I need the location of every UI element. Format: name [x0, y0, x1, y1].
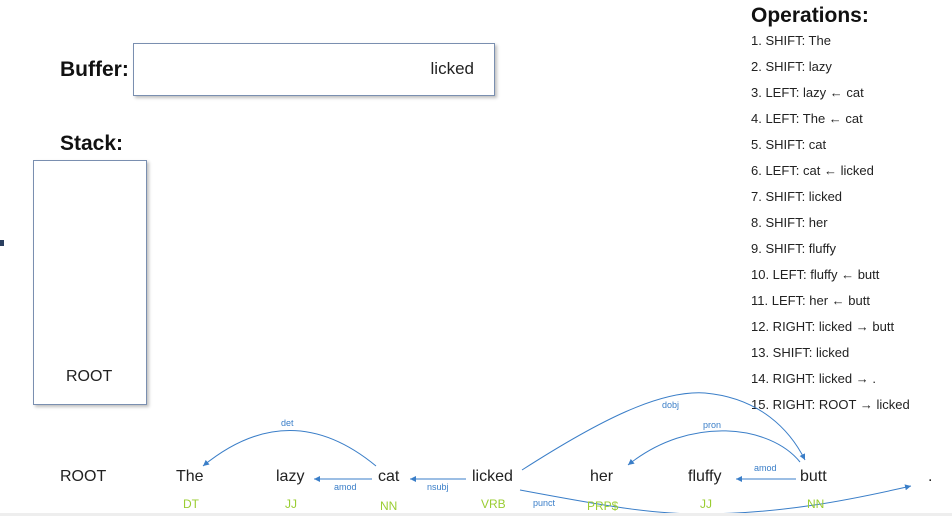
buffer-label: Buffer: — [60, 58, 129, 81]
word-period: . — [928, 468, 933, 485]
tag-licked: VRB — [481, 497, 506, 511]
tag-cat: NN — [380, 499, 398, 513]
arc-label-amod-cat: amod — [334, 482, 357, 492]
arc-pron — [627, 430, 801, 466]
arc-dobj — [521, 392, 806, 471]
tag-the: DT — [183, 497, 199, 511]
arc-punct — [519, 484, 912, 515]
tag-lazy: JJ — [285, 497, 297, 511]
word-the: The — [176, 468, 204, 485]
arc-label-amod-butt: amod — [754, 463, 777, 473]
stack-label: Stack: — [60, 132, 124, 155]
word-licked: licked — [472, 468, 513, 485]
tag-butt: NN — [807, 497, 825, 511]
operation-item: 15. RIGHT: ROOT → licked — [751, 397, 910, 412]
edge-marker — [0, 240, 4, 246]
operation-item: 8. SHIFT: her — [751, 215, 828, 230]
buffer-box: licked — [133, 43, 495, 96]
operation-item: 12. RIGHT: licked → butt — [751, 319, 895, 334]
operation-item: 3. LEFT: lazy ← cat — [751, 85, 864, 100]
operation-item: 1. SHIFT: The — [751, 33, 831, 48]
buffer-content: licked — [430, 59, 474, 78]
arc-label-dobj: dobj — [662, 400, 679, 410]
tag-her: PRP$ — [587, 499, 619, 513]
word-cat: cat — [378, 468, 400, 485]
arc-label-punct: punct — [533, 498, 556, 508]
tag-fluffy: JJ — [700, 497, 712, 511]
word-root: ROOT — [60, 468, 107, 485]
operation-item: 13. SHIFT: licked — [751, 345, 850, 360]
arc-label-nsubj: nsubj — [427, 482, 449, 492]
word-butt: butt — [800, 468, 827, 485]
stack-item-root: ROOT — [66, 368, 113, 385]
operation-item: 6. LEFT: cat ← licked — [751, 163, 874, 178]
operation-item: 7. SHIFT: licked — [751, 189, 843, 204]
word-fluffy: fluffy — [688, 468, 722, 485]
arc-det — [202, 430, 377, 467]
operation-item: 2. SHIFT: lazy — [751, 59, 832, 74]
operation-item: 11. LEFT: her ← butt — [751, 293, 870, 308]
operation-item: 9. SHIFT: fluffy — [751, 241, 837, 256]
bottom-divider — [0, 513, 952, 516]
operation-item: 4. LEFT: The ← cat — [751, 111, 863, 126]
operation-item: 10. LEFT: fluffy ← butt — [751, 267, 880, 282]
operation-item: 5. SHIFT: cat — [751, 137, 827, 152]
stack-box: ROOT — [33, 160, 147, 405]
word-lazy: lazy — [276, 468, 305, 485]
operation-item: 14. RIGHT: licked → . — [751, 371, 876, 386]
arc-label-pron: pron — [703, 420, 721, 430]
word-her: her — [590, 468, 614, 485]
operations-title: Operations: — [751, 4, 869, 27]
arc-label-det: det — [281, 418, 294, 428]
